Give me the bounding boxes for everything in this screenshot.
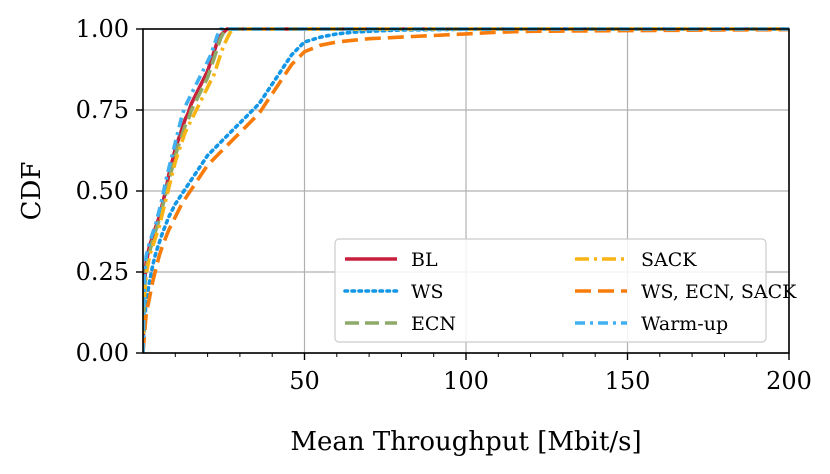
plot-frame: [142, 28, 790, 354]
series-line-4: [143, 27, 789, 353]
y-tick-label: 0.00: [76, 339, 129, 367]
x-tick-label: 200: [766, 367, 812, 395]
x-tick-label: 50: [289, 367, 320, 395]
legend: BL WS ECN SACK WS, ECN, SACK Warm-up: [334, 238, 797, 343]
plot-area: [143, 27, 789, 353]
y-tick-label: 1.00: [76, 15, 129, 43]
series-line-2: [143, 27, 789, 353]
series-line-1: [143, 27, 789, 353]
legend-label-5: Warm-up: [641, 313, 728, 335]
series-line-5: [143, 27, 789, 353]
legend-label-3: SACK: [641, 249, 697, 271]
series-line-3: [143, 27, 789, 353]
y-tick-label: 0.75: [76, 96, 129, 124]
x-tick-label: 100: [443, 367, 489, 395]
y-axis-label: CDF: [17, 162, 47, 221]
legend-label-4: WS, ECN, SACK: [641, 281, 797, 303]
y-tick-label: 0.50: [76, 177, 129, 205]
ticks: 50 100 150 200 0.00 0.25 0.50 0.75 1.00: [76, 15, 812, 395]
legend-label-0: BL: [411, 249, 438, 271]
legend-label-1: WS: [411, 281, 444, 303]
y-tick-label: 0.25: [76, 258, 129, 286]
x-axis-label: Mean Throughput [Mbit/s]: [290, 427, 641, 457]
legend-box: [334, 238, 767, 343]
legend-label-2: ECN: [411, 313, 456, 335]
x-tick-label: 150: [605, 367, 651, 395]
